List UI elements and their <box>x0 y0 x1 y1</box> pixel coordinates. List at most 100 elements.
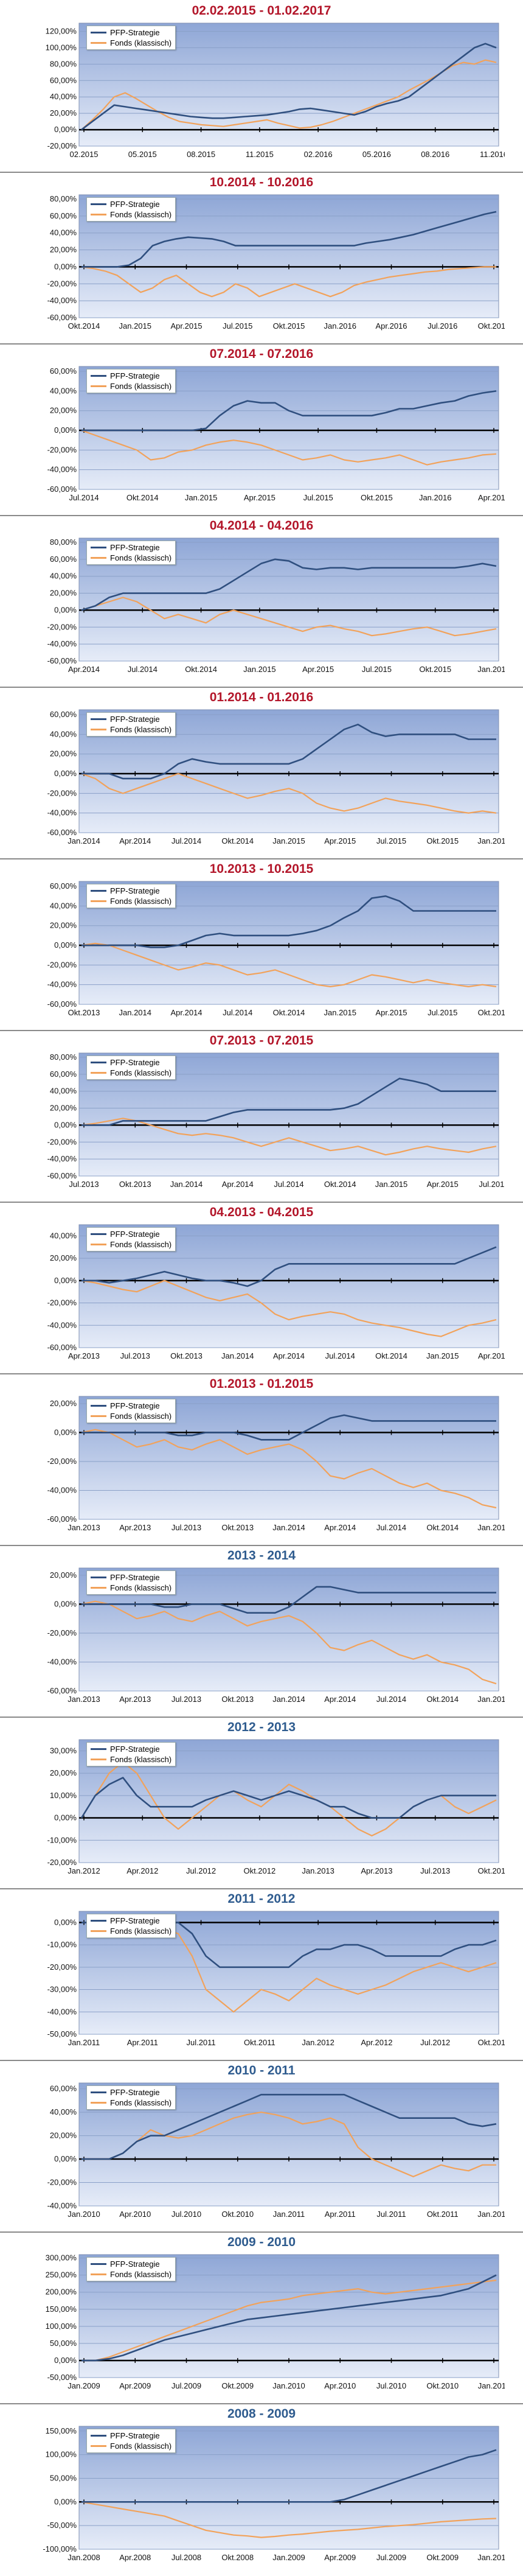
y-tick-label: 20,00% <box>50 1399 77 1408</box>
y-tick-label: -40,00% <box>47 465 77 474</box>
panel-separator <box>0 687 523 688</box>
x-tick-label: Jul.2013 <box>171 1523 201 1532</box>
x-tick-label: Jan.2008 <box>68 2553 100 2562</box>
legend-label: Fonds (klassisch) <box>110 1412 172 1421</box>
legend-entry-fund: Fonds (klassisch) <box>91 1583 171 1593</box>
legend-swatch <box>91 2263 106 2265</box>
series-line-strategy <box>81 2093 497 2160</box>
legend-label: Fonds (klassisch) <box>110 553 172 562</box>
series-line-fund <box>81 942 497 987</box>
y-tick-label: -60,00% <box>47 1686 77 1695</box>
chart-panel: 2009 - 2010 300,00% 250,00% 200,00% 150,00% 1… <box>0 2231 523 2403</box>
x-tick-label: Jan.2015 <box>375 1180 408 1189</box>
x-tick-label: Jul.2014 <box>171 836 201 845</box>
legend-entry-strategy: PFP-Strategie <box>91 1401 171 1411</box>
x-tick-label: Jul.2008 <box>171 2553 201 2562</box>
chart-panel: 01.2014 - 01.2016 60,00% 40,00% 20,00% 0,00%… <box>0 687 523 858</box>
y-tick-label: -20,00% <box>47 1137 77 1146</box>
x-tick-label: Okt.2009 <box>221 2381 254 2390</box>
x-tick-label: Okt.2010 <box>221 2210 254 2219</box>
x-tick-label: Okt.2014 <box>185 665 217 674</box>
x-tick-label: Okt.2013 <box>68 1008 100 1017</box>
series-line-strategy <box>81 43 497 131</box>
x-tick-label: Apr.2012 <box>126 1866 158 1875</box>
legend-label: PFP-Strategie <box>110 1230 160 1239</box>
legend-swatch <box>91 32 106 33</box>
x-tick-label: Jan.2011 <box>68 2038 100 2047</box>
legend-entry-strategy: PFP-Strategie <box>91 2259 171 2269</box>
x-tick-label: Apr.2011 <box>127 2038 158 2047</box>
chart-legend: PFP-Strategie Fonds (klassisch) <box>86 1742 176 1766</box>
y-tick-label: -50,00% <box>47 2029 77 2039</box>
chart-legend: PFP-Strategie Fonds (klassisch) <box>86 2429 176 2453</box>
series-line-strategy <box>81 1246 497 1287</box>
y-tick-label: -60,00% <box>47 485 77 494</box>
chart-panel: 07.2013 - 07.2015 80,00% 60,00% 40,00% 20,00… <box>0 1030 523 1202</box>
x-tick-label: Apr.2008 <box>119 2553 151 2562</box>
legend-label: PFP-Strategie <box>110 2088 160 2097</box>
y-tick-label: -60,00% <box>47 1514 77 1524</box>
y-tick-label: 150,00% <box>46 2305 77 2314</box>
chart-panel: 2013 - 2014 20,00% 0,00% -20,00% -40,00% -60,… <box>0 1545 523 1717</box>
x-tick-label: Apr.2013 <box>119 1695 151 1704</box>
x-tick-label: Jan.2014 <box>119 1008 152 1017</box>
legend-swatch <box>91 557 106 559</box>
series-line-fund <box>81 266 496 298</box>
legend-entry-fund: Fonds (klassisch) <box>91 553 171 563</box>
chart-title: 07.2013 - 07.2015 <box>209 1034 314 1048</box>
chart-title: 10.2014 - 10.2016 <box>209 175 314 189</box>
legend-swatch <box>91 1577 106 1578</box>
y-tick-label: -100,00% <box>43 2544 77 2553</box>
x-tick-label: Apr.2014 <box>170 1008 202 1017</box>
chart-panel: 2008 - 2009 150,00% 100,00% 50,00% 0,00% -50,… <box>0 2403 523 2575</box>
x-tick-label: 08.2015 <box>187 150 215 159</box>
x-tick-label: Jul.2015 <box>479 1180 505 1189</box>
x-tick-label: Jan.2014 <box>272 1695 305 1704</box>
legend-label: Fonds (klassisch) <box>110 897 172 906</box>
x-tick-label: Okt.2015 <box>361 493 393 502</box>
x-tick-label: Jul.2015 <box>303 493 333 502</box>
x-tick-label: Apr.2015 <box>427 1180 459 1189</box>
panel-separator <box>0 1888 523 1889</box>
y-tick-label: -20,00% <box>47 1628 77 1637</box>
y-tick-label: -60,00% <box>47 656 77 665</box>
chart-plot: 30,00%20,00%10,00%0,00%-10,00%-20,00%Jan… <box>47 1739 505 1875</box>
legend-label: Fonds (klassisch) <box>110 1927 172 1936</box>
x-tick-label: Jan.2012 <box>477 2210 505 2219</box>
y-tick-label: -40,00% <box>47 1320 77 1329</box>
y-tick-label: 40,00% <box>50 2107 77 2116</box>
x-tick-label: Apr.2012 <box>361 2038 392 2047</box>
legend-swatch <box>91 900 106 902</box>
x-tick-label: Jan.2009 <box>272 2553 305 2562</box>
x-tick-label: Jul.2014 <box>376 1695 406 1704</box>
legend-label: PFP-Strategie <box>110 200 160 209</box>
legend-entry-fund: Fonds (klassisch) <box>91 1068 171 1078</box>
legend-entry-fund: Fonds (klassisch) <box>91 1411 171 1421</box>
series-line-fund <box>81 1118 497 1156</box>
legend-entry-strategy: PFP-Strategie <box>91 371 171 381</box>
chart-legend: PFP-Strategie Fonds (klassisch) <box>86 1055 176 1080</box>
panel-separator <box>0 858 523 859</box>
y-tick-label: 20,00% <box>50 1253 77 1262</box>
panel-separator <box>0 2060 523 2061</box>
y-tick-label: 20,00% <box>50 406 77 415</box>
x-tick-label: Jan.2010 <box>477 2553 505 2562</box>
y-tick-label: 80,00% <box>50 1052 77 1062</box>
x-tick-label: Apr.2014 <box>273 1351 305 1360</box>
legend-label: Fonds (klassisch) <box>110 1755 172 1764</box>
x-tick-label: Okt.2016 <box>478 321 505 331</box>
x-tick-label: Jan.2013 <box>68 1695 100 1704</box>
y-tick-label: 40,00% <box>50 572 77 581</box>
x-tick-label: Apr.2013 <box>119 1523 151 1532</box>
x-tick-label: Jan.2015 <box>272 836 305 845</box>
chart-legend: PFP-Strategie Fonds (klassisch) <box>86 1570 176 1595</box>
series-line-fund <box>81 1279 497 1337</box>
x-tick-label: Jan.2014 <box>68 836 100 845</box>
y-tick-label: 20,00% <box>50 1104 77 1113</box>
x-tick-label: Apr.2014 <box>222 1180 254 1189</box>
legend-entry-fund: Fonds (klassisch) <box>91 2098 171 2108</box>
y-tick-label: -60,00% <box>47 999 77 1009</box>
x-tick-label: Jan.2013 <box>68 1523 100 1532</box>
y-tick-label: 60,00% <box>50 1069 77 1079</box>
